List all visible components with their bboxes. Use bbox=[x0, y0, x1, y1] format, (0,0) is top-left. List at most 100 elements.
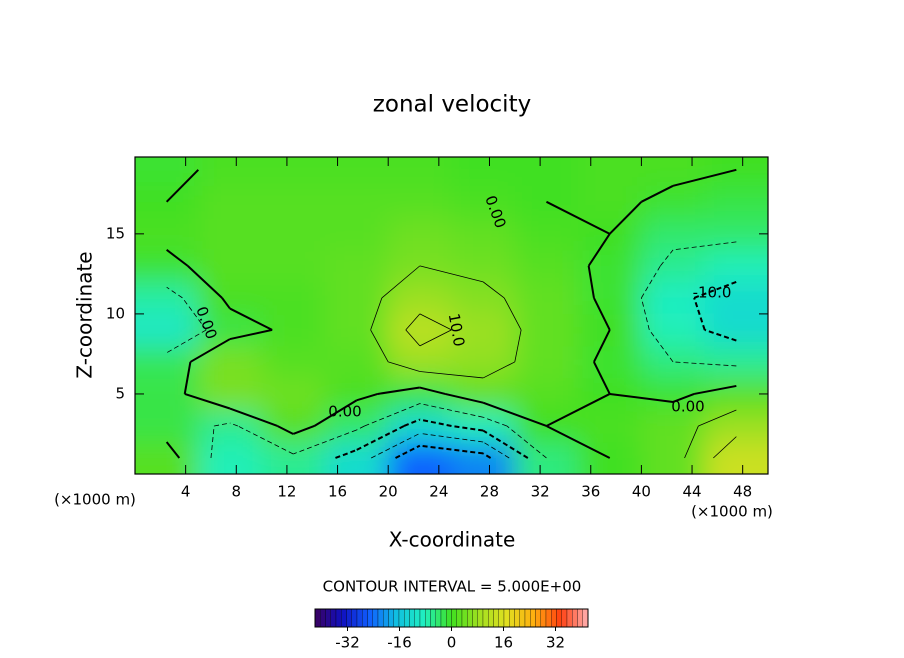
field-cell bbox=[704, 345, 768, 379]
contour-line bbox=[641, 265, 661, 299]
field-cell bbox=[451, 313, 516, 347]
colorbar-swatch bbox=[425, 608, 431, 628]
colorbar-swatch bbox=[556, 608, 562, 628]
colorbar-swatch bbox=[440, 608, 447, 628]
colorbar-swatch bbox=[388, 608, 394, 628]
field-cell bbox=[324, 281, 389, 315]
colorbar-swatch bbox=[346, 608, 352, 628]
contour-line bbox=[189, 338, 231, 363]
field-cell bbox=[578, 441, 642, 474]
contour-line bbox=[514, 329, 522, 363]
field-cell bbox=[135, 249, 199, 283]
field-cell bbox=[261, 185, 326, 219]
colorbar-swatch bbox=[493, 608, 499, 628]
colorbar-swatch bbox=[451, 608, 457, 628]
contour-line bbox=[482, 441, 510, 459]
colorbar-swatch bbox=[530, 608, 536, 628]
field-cell bbox=[451, 409, 516, 443]
contour-line bbox=[419, 432, 484, 443]
contour-line bbox=[187, 265, 223, 299]
colorbar-swatch bbox=[524, 608, 531, 628]
contour-line bbox=[419, 418, 452, 427]
contour-line bbox=[335, 449, 357, 459]
contour-line bbox=[482, 361, 515, 379]
contour-line bbox=[293, 429, 357, 455]
colorbar-swatch bbox=[314, 608, 321, 628]
field-cell bbox=[704, 249, 768, 283]
contour-line bbox=[593, 297, 611, 331]
field-cell bbox=[324, 217, 389, 251]
contour-line bbox=[482, 401, 547, 427]
field-cell bbox=[514, 281, 579, 315]
field-cell bbox=[704, 185, 768, 219]
contour-line bbox=[210, 425, 215, 459]
contour-line bbox=[419, 386, 446, 395]
field-cell bbox=[704, 217, 768, 251]
colorbar-swatch bbox=[540, 608, 547, 628]
contours bbox=[165, 168, 737, 459]
contour-line bbox=[419, 313, 452, 331]
contour-line bbox=[587, 233, 611, 267]
contour-line bbox=[648, 329, 674, 363]
colorbar-swatch bbox=[551, 608, 557, 628]
x-tick-label: 48 bbox=[733, 483, 752, 501]
field-cell bbox=[704, 157, 768, 187]
colorbar-swatch bbox=[446, 608, 452, 628]
colorbar-swatch bbox=[351, 608, 358, 628]
field-cell bbox=[514, 249, 579, 283]
field-cell bbox=[135, 441, 199, 474]
contour-line bbox=[370, 329, 389, 363]
field-cell bbox=[198, 249, 263, 283]
field-cell bbox=[451, 217, 516, 251]
contour-line bbox=[545, 425, 611, 459]
colorbar-swatch bbox=[330, 608, 337, 628]
x-tick-label: 16 bbox=[328, 483, 347, 501]
colorbar-swatch bbox=[325, 608, 331, 628]
colorbar-swatch bbox=[503, 608, 510, 628]
field-cell bbox=[388, 441, 452, 474]
colorbar-swatch bbox=[335, 608, 342, 628]
field-cell bbox=[704, 313, 768, 347]
colorbar-swatch bbox=[461, 608, 468, 628]
contour-line bbox=[183, 361, 192, 395]
contour-line bbox=[545, 393, 611, 427]
field-cell bbox=[261, 313, 326, 347]
field-cell bbox=[135, 409, 199, 443]
colorbar-tick-label: 32 bbox=[546, 634, 565, 652]
contour-line bbox=[221, 297, 231, 310]
field-cell bbox=[451, 281, 516, 315]
field-cell bbox=[578, 249, 642, 283]
contour-line bbox=[313, 399, 358, 427]
colorbar-swatch bbox=[561, 608, 568, 628]
colorbar-swatch bbox=[356, 608, 363, 628]
contour-line bbox=[395, 444, 421, 459]
contour-line bbox=[660, 249, 674, 267]
contour-line bbox=[214, 422, 231, 427]
field-cell bbox=[514, 441, 579, 474]
field-cell bbox=[451, 157, 516, 187]
contour-line bbox=[356, 425, 405, 451]
contour-line bbox=[713, 436, 737, 459]
field-cell bbox=[388, 409, 452, 443]
field-cell bbox=[388, 313, 452, 347]
contour-line bbox=[593, 329, 611, 363]
colorbar-swatch bbox=[383, 608, 389, 628]
colorbar-swatch bbox=[320, 608, 326, 628]
contour-line bbox=[444, 392, 484, 404]
field-cell bbox=[261, 377, 326, 411]
contour-line bbox=[166, 286, 183, 299]
field-cell bbox=[641, 185, 706, 219]
colorbar-tick-label: -16 bbox=[387, 634, 412, 652]
contour-line bbox=[609, 392, 674, 403]
contour-line bbox=[482, 452, 492, 459]
field-cell bbox=[451, 441, 516, 474]
field-cell bbox=[578, 281, 642, 315]
colorbar-swatch bbox=[472, 608, 478, 628]
colorbar-tick-label: 16 bbox=[494, 634, 513, 652]
contour-line bbox=[182, 297, 207, 331]
x-tick-label: 20 bbox=[379, 483, 398, 501]
field-cell bbox=[198, 217, 263, 251]
contour-line bbox=[693, 384, 737, 395]
field-cell bbox=[135, 345, 199, 379]
colorbar-swatch bbox=[535, 608, 541, 628]
